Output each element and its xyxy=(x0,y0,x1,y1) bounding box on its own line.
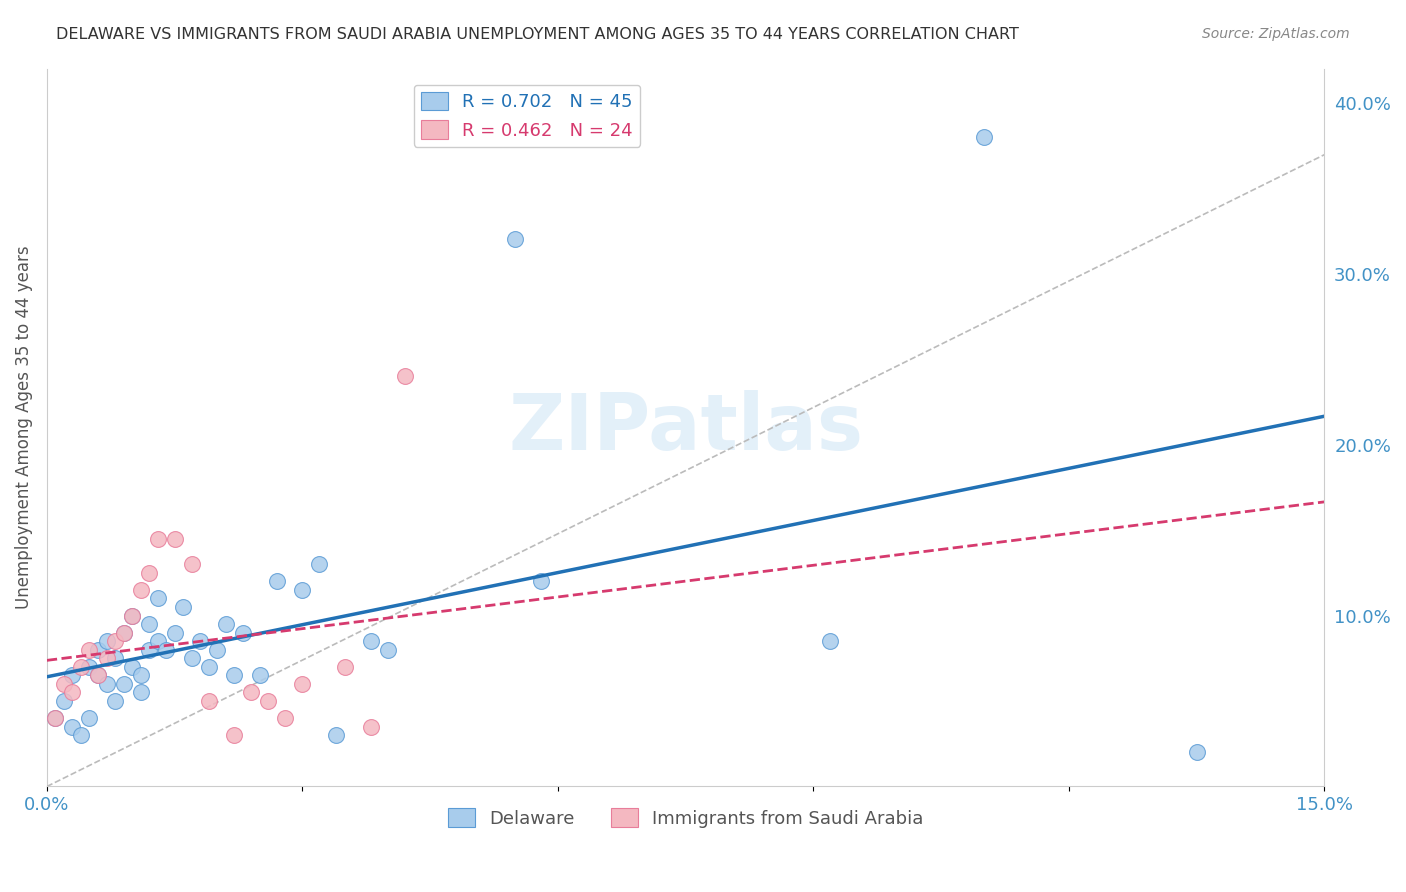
Point xyxy=(62,685,84,699)
Point xyxy=(394,369,416,384)
Point xyxy=(274,711,297,725)
Point xyxy=(377,642,399,657)
Y-axis label: Unemployment Among Ages 35 to 44 years: Unemployment Among Ages 35 to 44 years xyxy=(15,245,32,609)
Point xyxy=(155,642,177,657)
Point xyxy=(112,677,135,691)
Point xyxy=(104,634,127,648)
Point xyxy=(87,668,110,682)
Point xyxy=(291,582,314,597)
Point xyxy=(129,685,152,699)
Point xyxy=(240,685,263,699)
Point xyxy=(146,591,169,606)
Text: Source: ZipAtlas.com: Source: ZipAtlas.com xyxy=(1202,27,1350,41)
Point xyxy=(325,728,347,742)
Point xyxy=(180,558,202,572)
Point xyxy=(180,651,202,665)
Point xyxy=(1185,745,1208,759)
Point xyxy=(104,694,127,708)
Point xyxy=(138,617,160,632)
Point xyxy=(172,599,194,614)
Point xyxy=(112,625,135,640)
Point xyxy=(79,642,101,657)
Point xyxy=(257,694,280,708)
Point xyxy=(96,677,118,691)
Point xyxy=(249,668,271,682)
Point xyxy=(197,660,219,674)
Point xyxy=(224,668,246,682)
Point xyxy=(146,532,169,546)
Point xyxy=(973,129,995,144)
Point xyxy=(138,642,160,657)
Text: ZIPatlas: ZIPatlas xyxy=(508,390,863,466)
Point xyxy=(79,660,101,674)
Point xyxy=(62,668,84,682)
Point xyxy=(197,694,219,708)
Point xyxy=(163,625,186,640)
Point xyxy=(333,660,356,674)
Point xyxy=(79,711,101,725)
Point xyxy=(44,711,66,725)
Point xyxy=(121,660,143,674)
Point xyxy=(44,711,66,725)
Text: DELAWARE VS IMMIGRANTS FROM SAUDI ARABIA UNEMPLOYMENT AMONG AGES 35 TO 44 YEARS : DELAWARE VS IMMIGRANTS FROM SAUDI ARABIA… xyxy=(56,27,1019,42)
Point xyxy=(205,642,228,657)
Point xyxy=(820,634,842,648)
Point xyxy=(96,651,118,665)
Point xyxy=(146,634,169,648)
Point xyxy=(129,582,152,597)
Point xyxy=(163,532,186,546)
Point xyxy=(360,634,382,648)
Point xyxy=(52,677,75,691)
Point xyxy=(96,634,118,648)
Point xyxy=(70,728,93,742)
Point xyxy=(104,651,127,665)
Point xyxy=(121,608,143,623)
Point xyxy=(87,642,110,657)
Point xyxy=(87,668,110,682)
Point xyxy=(308,558,330,572)
Point xyxy=(121,608,143,623)
Point xyxy=(112,625,135,640)
Point xyxy=(52,694,75,708)
Point xyxy=(291,677,314,691)
Point xyxy=(232,625,254,640)
Point xyxy=(266,574,288,589)
Point xyxy=(138,566,160,580)
Point xyxy=(215,617,238,632)
Point xyxy=(129,668,152,682)
Point xyxy=(70,660,93,674)
Point xyxy=(188,634,211,648)
Point xyxy=(505,232,527,246)
Point xyxy=(360,720,382,734)
Point xyxy=(62,720,84,734)
Point xyxy=(530,574,553,589)
Legend: Delaware, Immigrants from Saudi Arabia: Delaware, Immigrants from Saudi Arabia xyxy=(440,801,931,835)
Point xyxy=(224,728,246,742)
